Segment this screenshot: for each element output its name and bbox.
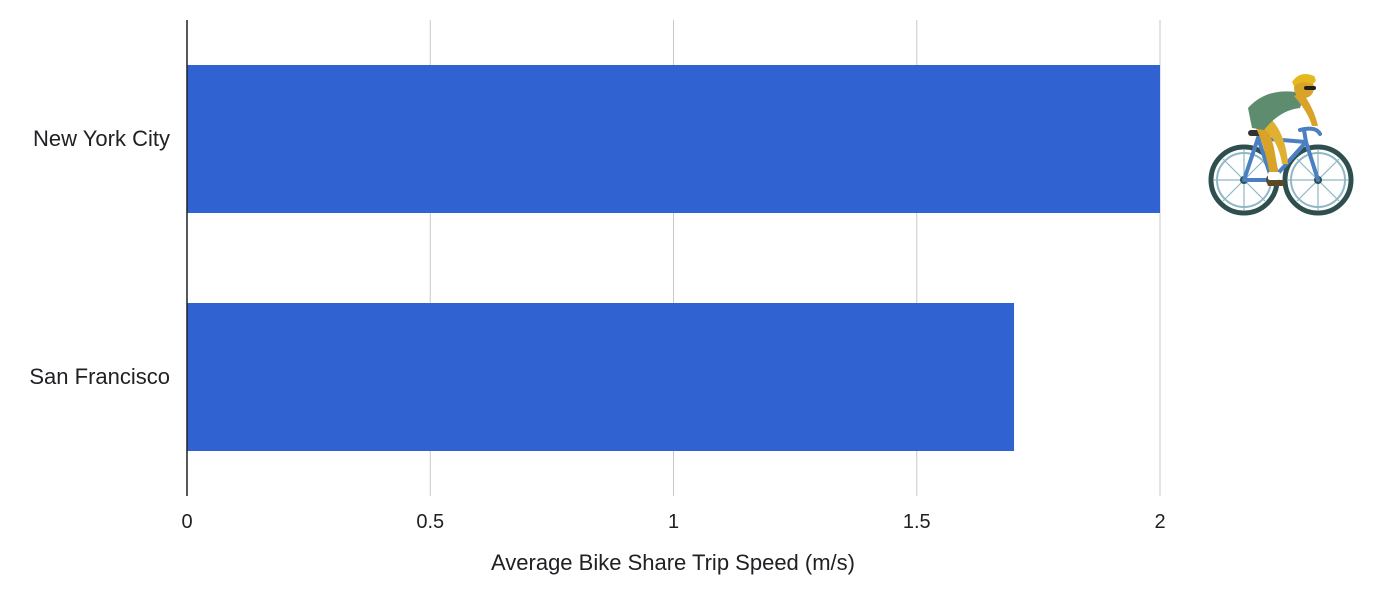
- x-axis-title: Average Bike Share Trip Speed (m/s): [491, 550, 855, 575]
- x-tick-label: 0.5: [416, 511, 444, 533]
- x-tick-label: 1.5: [903, 511, 931, 533]
- bars-layer: [187, 65, 1160, 451]
- x-tick-label: 2: [1154, 511, 1165, 533]
- bar: [187, 65, 1160, 213]
- bar: [187, 303, 1015, 451]
- x-tick-label: 1: [668, 511, 679, 533]
- category-label: San Francisco: [29, 364, 170, 389]
- category-label: New York City: [33, 126, 170, 151]
- cyclist-icon: [1208, 74, 1354, 216]
- x-tick-label: 0: [181, 511, 192, 533]
- x-tick-labels: 0 0.5 1 1.5 2: [181, 511, 1165, 533]
- category-labels: New York City San Francisco: [29, 126, 170, 389]
